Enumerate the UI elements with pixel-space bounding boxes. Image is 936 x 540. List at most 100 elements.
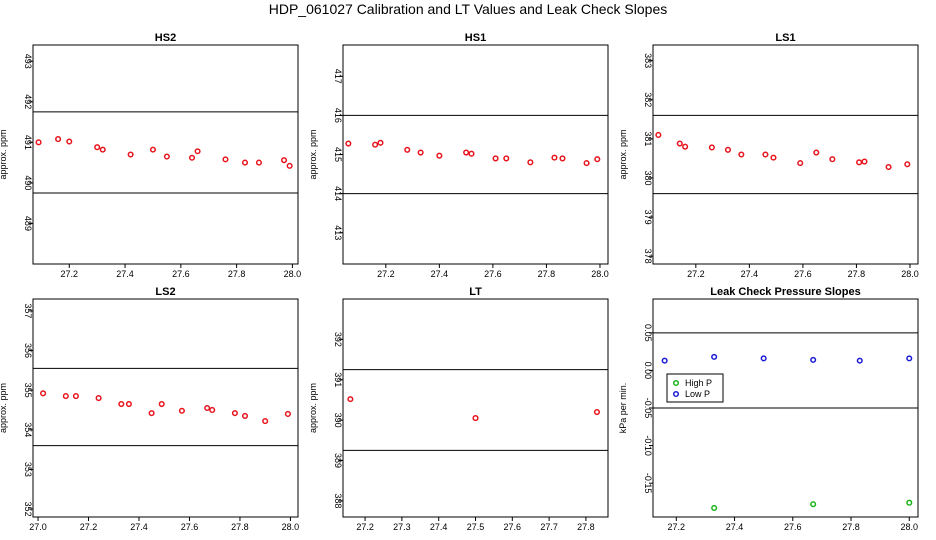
data-point (906, 355, 913, 362)
panel-4: LS2 27.0 27.2 27.4 27.6 27.8 28.0 352 353 354 355 3… (0, 286, 299, 532)
y-tick-label: 492 (23, 94, 33, 109)
data-point (829, 156, 836, 163)
data-point (682, 143, 689, 150)
y-tick-label: 389 (333, 453, 343, 468)
data-point (762, 151, 769, 158)
data-point (286, 162, 293, 169)
data-point (468, 150, 475, 157)
panel-5: LT 27.2 27.3 27.4 27.5 27.6 27.7 27.8 388 389 390 3… (308, 286, 609, 532)
data-point (676, 140, 683, 147)
plot-frame (342, 298, 609, 518)
x-tick-label: 27.2 (668, 522, 686, 532)
y-tick-label: -0.10 (643, 435, 653, 456)
legend-label: Low P (685, 389, 710, 399)
data-point (241, 159, 249, 166)
y-tick-label: 0.05 (643, 324, 653, 342)
x-tick-label: 27.4 (130, 522, 148, 532)
data-point (655, 131, 662, 138)
data-point (404, 146, 411, 153)
plot-frame (32, 44, 299, 265)
y-axis-label: approx. ppm (618, 129, 628, 179)
plot-frame (32, 298, 299, 518)
x-tick-label: 27.5 (467, 522, 485, 532)
y-tick-label: 0.00 (643, 362, 653, 380)
y-tick-label: 413 (333, 225, 343, 240)
data-point (594, 156, 601, 163)
data-point (178, 407, 185, 414)
y-axis-label: approx. ppm (308, 129, 318, 179)
data-point (906, 499, 913, 506)
y-tick-label: 416 (333, 108, 343, 123)
legend-label: High P (685, 378, 712, 388)
panel-title: LS2 (155, 286, 175, 298)
x-tick-label: 28.0 (284, 269, 302, 279)
data-point (770, 154, 777, 161)
data-point (158, 400, 165, 408)
data-point (222, 156, 229, 163)
data-point (377, 139, 384, 146)
data-point (472, 415, 479, 422)
y-tick-label: 382 (643, 92, 653, 107)
y-tick-label: 379 (643, 210, 653, 225)
y-tick-label: 354 (23, 422, 33, 437)
y-axis-label: approx. ppm (308, 383, 318, 433)
legend-marker (672, 390, 680, 398)
data-point (436, 152, 443, 159)
data-point (810, 356, 817, 363)
data-point (125, 400, 132, 408)
x-tick-label: 28.0 (282, 522, 300, 532)
data-point (810, 501, 817, 508)
data-point (209, 406, 216, 414)
y-tick-label: -0.05 (643, 398, 653, 419)
x-tick-label: 27.0 (29, 522, 47, 532)
y-tick-label: 381 (643, 131, 653, 146)
data-point (708, 144, 715, 151)
data-point (95, 395, 102, 402)
y-tick-label: 378 (643, 249, 653, 264)
x-tick-label: 27.2 (60, 269, 78, 279)
data-point (66, 138, 73, 145)
y-tick-label: 356 (23, 343, 33, 358)
data-point (711, 504, 718, 512)
x-tick-label: 27.4 (741, 269, 759, 279)
x-tick-label: 27.6 (484, 269, 502, 279)
x-tick-label: 27.6 (181, 522, 199, 532)
data-point (99, 146, 106, 153)
y-tick-label: -0.15 (643, 473, 653, 494)
x-tick-label: 27.8 (231, 522, 249, 532)
panel-1: HS2 27.2 27.4 27.6 27.8 28.0 489 490 491 492 493 ap… (0, 32, 301, 279)
data-point (94, 144, 101, 151)
data-point (284, 410, 291, 417)
y-tick-label: 391 (333, 372, 343, 387)
data-point (760, 355, 767, 362)
data-point (856, 159, 863, 166)
y-tick-label: 489 (23, 216, 33, 231)
x-tick-label: 27.4 (430, 522, 448, 532)
data-point (492, 155, 499, 162)
x-tick-label: 27.2 (80, 522, 98, 532)
y-tick-label: 414 (333, 186, 343, 201)
data-point (241, 412, 249, 419)
y-tick-label: 390 (333, 413, 343, 428)
data-point (194, 148, 201, 155)
data-point (347, 396, 354, 403)
data-point (148, 410, 155, 417)
x-tick-label: 27.8 (577, 522, 595, 532)
y-tick-label: 357 (23, 303, 33, 318)
data-point (35, 139, 42, 146)
data-point (904, 161, 911, 168)
panel-title: LT (469, 286, 482, 298)
y-tick-label: 415 (333, 147, 343, 162)
data-point (861, 158, 868, 165)
data-point (40, 390, 47, 397)
x-tick-label: 27.8 (538, 269, 556, 279)
data-point (551, 154, 558, 161)
data-point (813, 149, 820, 156)
x-tick-label: 27.7 (540, 522, 558, 532)
panel-title: Leak Check Pressure Slopes (710, 286, 860, 298)
data-point (463, 149, 470, 156)
panel-6: Leak Check Pressure Slopes 27.2 27.4 27.6 27… (618, 286, 919, 532)
data-point (127, 151, 134, 158)
data-point (738, 151, 745, 158)
